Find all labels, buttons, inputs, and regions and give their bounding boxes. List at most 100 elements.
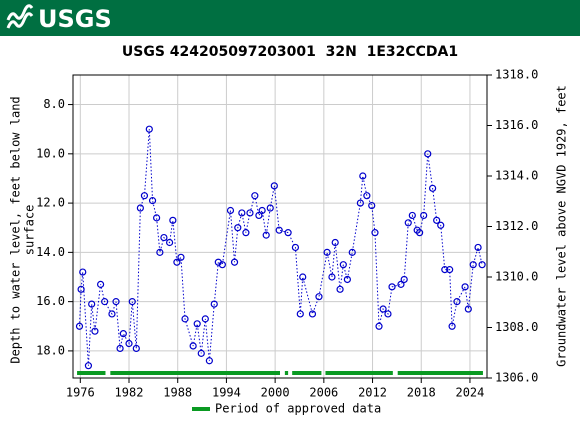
data-point — [461, 283, 469, 291]
data-point — [284, 229, 292, 237]
y2-tick-label: 1310.0 — [495, 270, 538, 284]
data-point — [160, 233, 168, 242]
data-point — [343, 275, 351, 284]
data-point — [296, 310, 304, 318]
data-point — [336, 285, 344, 293]
data-point — [420, 211, 428, 220]
x-tick-label: 2018 — [407, 386, 436, 400]
header-bar — [0, 0, 580, 36]
data-point — [323, 248, 331, 256]
data-point — [132, 344, 140, 353]
data-point — [291, 243, 300, 252]
data-point — [145, 125, 153, 133]
data-point — [359, 172, 367, 180]
data-point — [218, 261, 226, 269]
data-point — [404, 219, 412, 227]
data-point — [153, 214, 161, 222]
y-tick-label: 8.0 — [43, 97, 65, 111]
data-point — [275, 226, 283, 234]
data-point — [140, 192, 149, 200]
data-point — [75, 322, 84, 330]
data-point — [255, 211, 263, 220]
data-point — [348, 248, 356, 256]
data-point — [453, 298, 461, 306]
data-point — [119, 330, 127, 338]
data-point — [299, 273, 307, 281]
approved-period — [292, 371, 322, 375]
data-point — [148, 197, 157, 205]
data-point — [446, 266, 454, 274]
y2-tick-label: 1312.0 — [495, 219, 538, 233]
y-tick-label: 14.0 — [36, 245, 65, 259]
data-point — [328, 273, 336, 281]
data-point — [96, 280, 105, 288]
x-tick-label: 1988 — [163, 386, 192, 400]
data-point — [128, 298, 136, 306]
data-point — [88, 300, 96, 308]
data-point — [368, 201, 376, 210]
data-point — [416, 229, 424, 237]
y2-tick-label: 1308.0 — [495, 320, 538, 334]
data-point — [197, 349, 205, 357]
data-point — [315, 293, 323, 301]
data-point — [437, 221, 445, 229]
y-tick-label: 18.0 — [36, 343, 65, 357]
data-point — [397, 280, 405, 288]
data-point — [210, 300, 218, 308]
data-point — [246, 209, 254, 217]
data-point — [363, 192, 371, 200]
data-point — [270, 182, 278, 190]
data-point — [474, 243, 482, 252]
x-tick-label: 2000 — [261, 386, 290, 400]
data-point — [371, 229, 379, 237]
data-point — [116, 344, 124, 353]
data-point — [384, 310, 392, 318]
y2-tick-label: 1318.0 — [495, 68, 538, 82]
data-point — [230, 258, 239, 266]
data-point — [433, 216, 441, 224]
data-point — [79, 268, 87, 276]
x-tick-label: 1976 — [66, 386, 95, 400]
data-point — [388, 283, 396, 291]
data-point — [400, 275, 408, 284]
y2-tick-label: 1314.0 — [495, 169, 538, 183]
data-point — [189, 342, 197, 350]
data-point — [266, 204, 274, 212]
data-point — [205, 357, 213, 365]
data-point — [166, 238, 174, 247]
data-point — [408, 211, 416, 220]
data-point — [424, 150, 432, 158]
data-point — [469, 261, 477, 269]
x-tick-label: 1982 — [115, 386, 144, 400]
x-tick-label: 1994 — [212, 386, 241, 400]
data-point — [339, 261, 347, 269]
plot-frame — [72, 74, 488, 379]
data-point — [478, 261, 486, 269]
data-point — [181, 315, 189, 323]
data-point — [441, 266, 449, 274]
data-point — [242, 229, 250, 237]
data-point — [193, 320, 201, 328]
data-point — [77, 285, 85, 293]
data-point — [379, 305, 387, 313]
data-point — [101, 298, 109, 306]
data-point — [112, 298, 120, 306]
data-point — [258, 206, 266, 215]
chart-title: USGS 424205097203001 32N 1E32CCDA1 — [122, 44, 458, 60]
approved-period — [325, 371, 393, 375]
data-point — [108, 310, 116, 318]
x-tick-label: 2024 — [455, 386, 484, 400]
data-point — [262, 231, 270, 239]
x-tick-label: 2012 — [358, 386, 387, 400]
data-point — [84, 362, 93, 370]
approved-period — [110, 371, 280, 375]
data-point — [429, 184, 437, 192]
data-point — [136, 204, 144, 212]
y-tick-label: 10.0 — [36, 146, 65, 160]
data-point — [251, 192, 259, 200]
data-point — [331, 238, 339, 247]
data-point — [226, 206, 235, 215]
approved-period — [397, 371, 483, 375]
logo-text: USGS — [38, 5, 112, 33]
